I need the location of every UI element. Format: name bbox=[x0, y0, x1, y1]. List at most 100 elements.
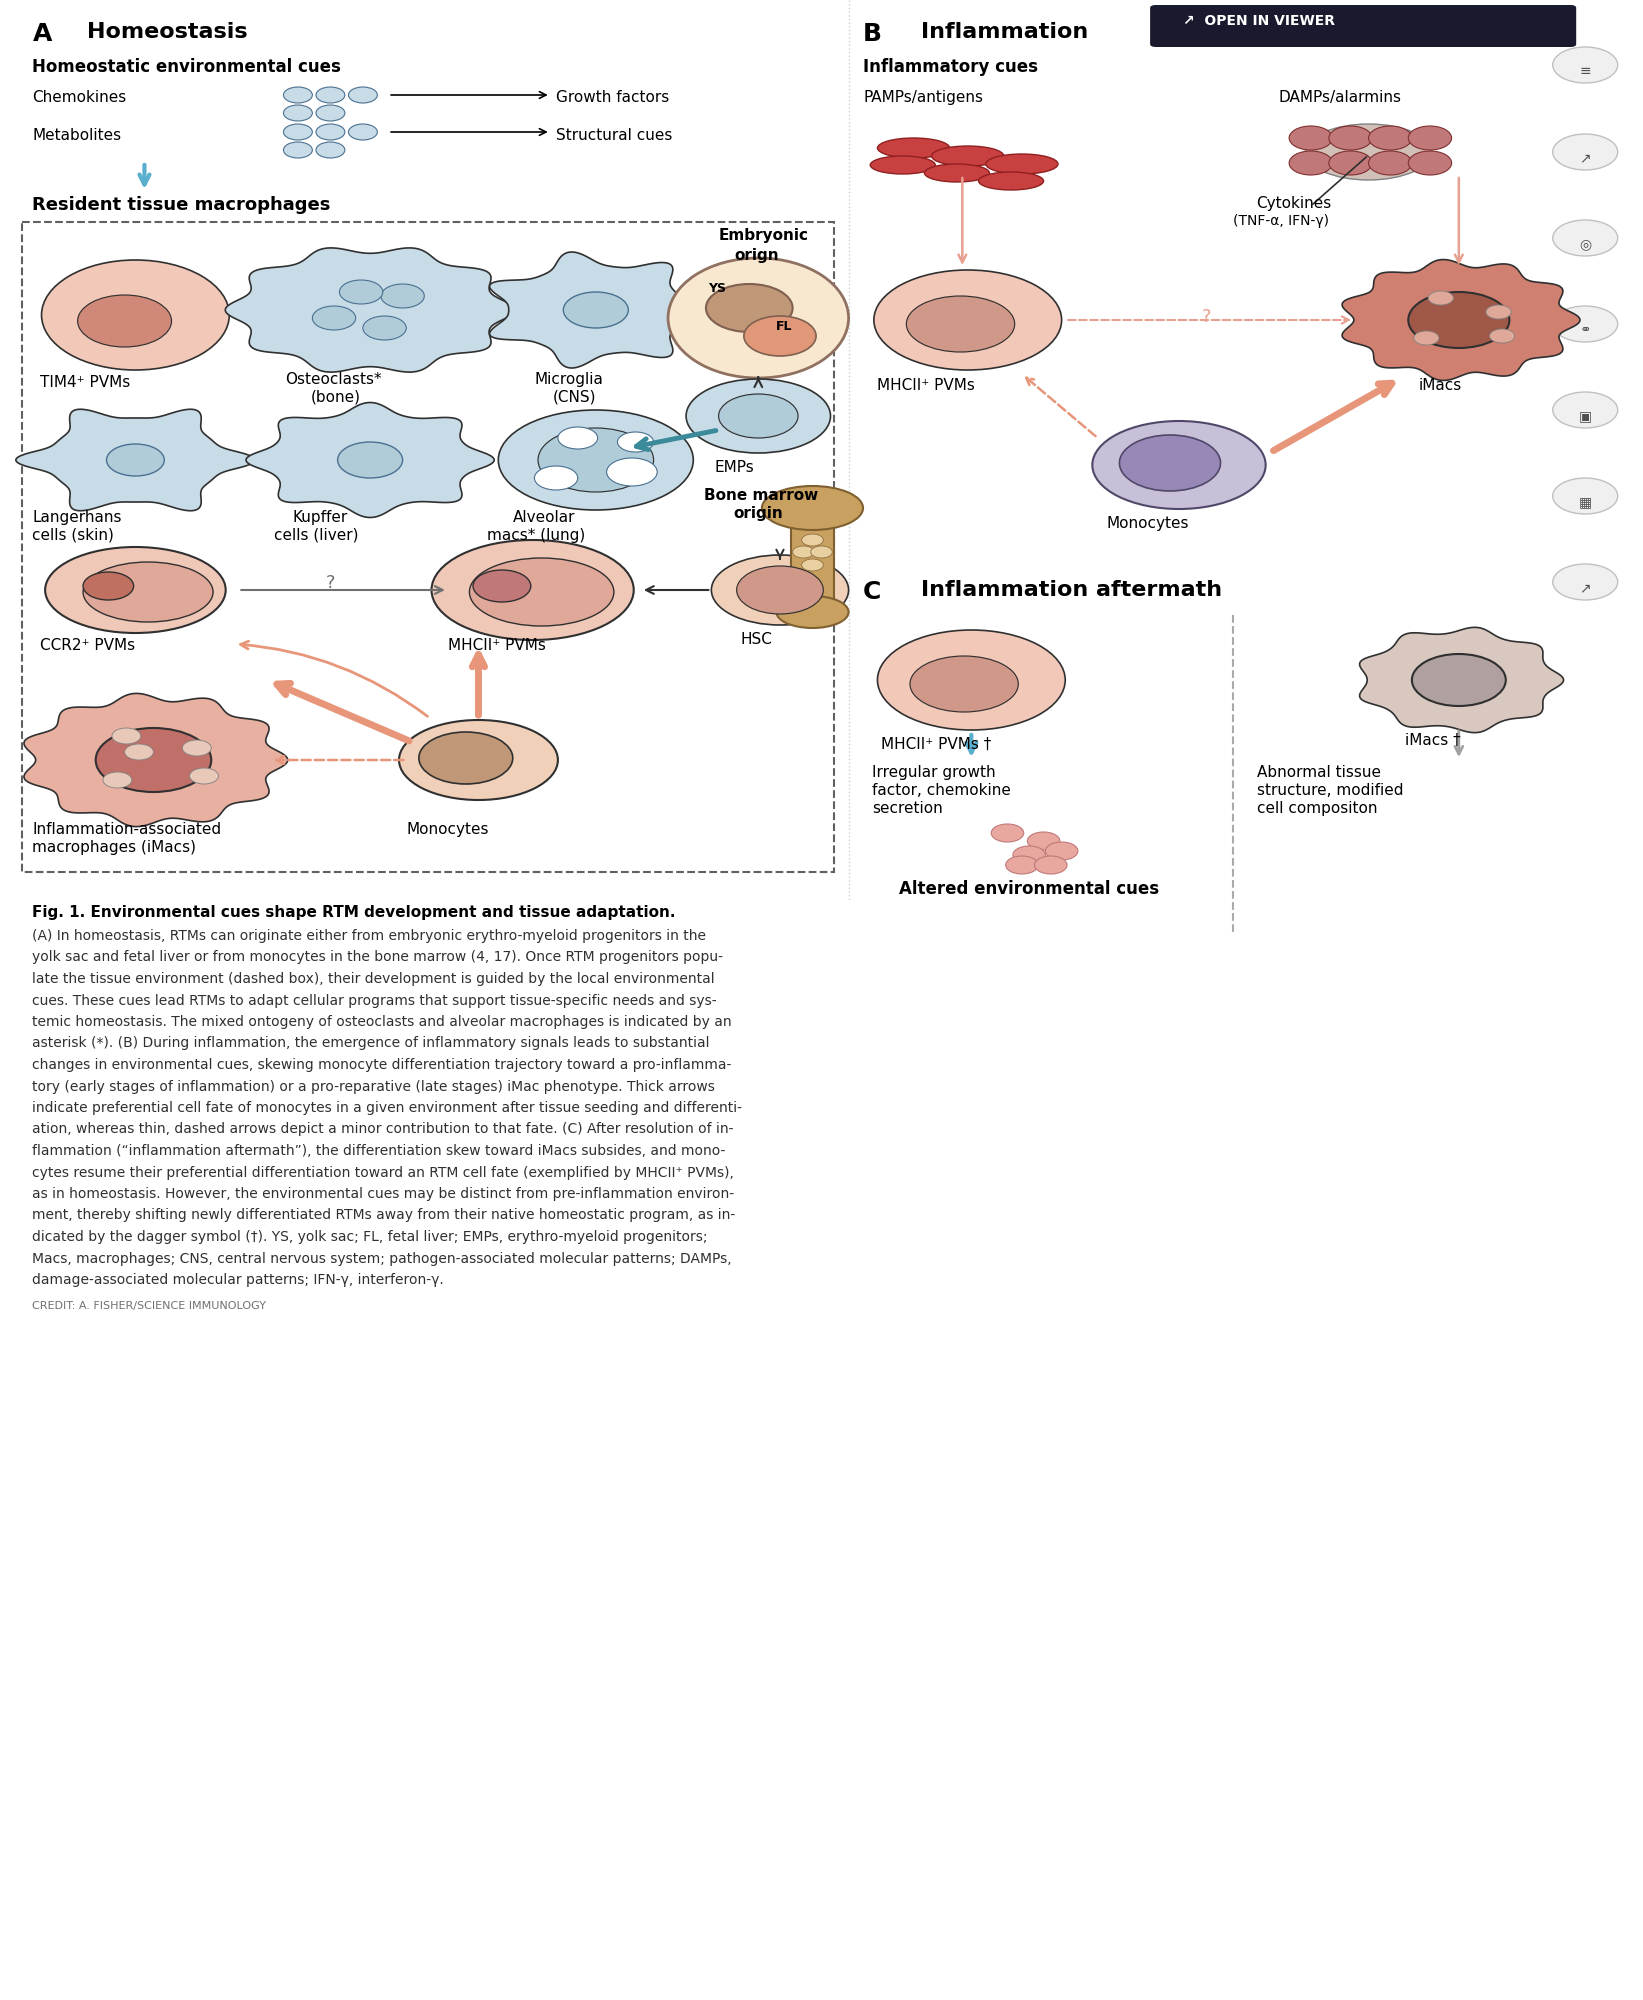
Circle shape bbox=[1329, 152, 1372, 176]
Circle shape bbox=[348, 124, 378, 140]
Ellipse shape bbox=[762, 486, 863, 530]
Text: late the tissue environment (dashed box), their development is guided by the loc: late the tissue environment (dashed box)… bbox=[33, 972, 715, 986]
Ellipse shape bbox=[706, 284, 792, 332]
Text: Embryonic: Embryonic bbox=[718, 228, 808, 242]
Circle shape bbox=[1045, 842, 1078, 860]
Ellipse shape bbox=[1093, 422, 1265, 508]
Text: yolk sac and fetal liver or from monocytes in the bone marrow (4, 17). Once RTM : yolk sac and fetal liver or from monocyt… bbox=[33, 950, 723, 964]
Circle shape bbox=[618, 432, 654, 452]
Text: dicated by the dagger symbol (†). YS, yolk sac; FL, fetal liver; EMPs, erythro-m: dicated by the dagger symbol (†). YS, yo… bbox=[33, 1230, 708, 1244]
Circle shape bbox=[312, 306, 355, 330]
Text: Monocytes: Monocytes bbox=[406, 822, 488, 836]
Text: macrophages (iMacs): macrophages (iMacs) bbox=[33, 840, 197, 856]
Text: Fig. 1. Environmental cues shape RTM development and tissue adaptation.: Fig. 1. Environmental cues shape RTM dev… bbox=[33, 904, 675, 920]
Ellipse shape bbox=[1306, 124, 1431, 180]
Text: ↗: ↗ bbox=[1579, 580, 1590, 596]
Circle shape bbox=[112, 728, 141, 744]
Text: CCR2⁺ PVMs: CCR2⁺ PVMs bbox=[39, 638, 135, 652]
Ellipse shape bbox=[718, 394, 798, 438]
Text: Metabolites: Metabolites bbox=[33, 128, 122, 144]
Ellipse shape bbox=[432, 540, 634, 640]
Polygon shape bbox=[490, 252, 713, 368]
Text: orign: orign bbox=[734, 248, 779, 262]
Ellipse shape bbox=[874, 270, 1061, 370]
Text: Homeostasis: Homeostasis bbox=[87, 22, 248, 42]
Text: Growth factors: Growth factors bbox=[555, 90, 669, 104]
Circle shape bbox=[104, 772, 131, 788]
Circle shape bbox=[1553, 220, 1618, 256]
Circle shape bbox=[284, 86, 312, 102]
Text: cell compositon: cell compositon bbox=[1257, 800, 1377, 816]
Text: ment, thereby shifting newly differentiated RTMs away from their native homeosta: ment, thereby shifting newly differentia… bbox=[33, 1208, 736, 1222]
Circle shape bbox=[340, 280, 383, 304]
Circle shape bbox=[1369, 152, 1411, 176]
Ellipse shape bbox=[399, 720, 559, 800]
Circle shape bbox=[1027, 832, 1060, 850]
Text: Inflammation: Inflammation bbox=[920, 22, 1088, 42]
Text: factor, chemokine: factor, chemokine bbox=[872, 782, 1010, 798]
Ellipse shape bbox=[498, 410, 693, 510]
Text: Kupffer: Kupffer bbox=[292, 510, 348, 524]
Circle shape bbox=[810, 546, 833, 558]
Text: DAMPs/alarmins: DAMPs/alarmins bbox=[1278, 90, 1401, 104]
Text: Chemokines: Chemokines bbox=[33, 90, 127, 104]
Text: cytes resume their preferential differentiation toward an RTM cell fate (exempli: cytes resume their preferential differen… bbox=[33, 1166, 734, 1180]
Ellipse shape bbox=[744, 316, 817, 356]
Text: Homeostatic environmental cues: Homeostatic environmental cues bbox=[33, 58, 342, 76]
Ellipse shape bbox=[537, 428, 654, 492]
Circle shape bbox=[315, 142, 345, 158]
Circle shape bbox=[348, 86, 378, 102]
Text: ?: ? bbox=[325, 574, 335, 592]
Circle shape bbox=[1485, 304, 1512, 318]
Circle shape bbox=[792, 546, 815, 558]
Text: Inflammation-associated: Inflammation-associated bbox=[33, 822, 222, 836]
Circle shape bbox=[1553, 134, 1618, 170]
Polygon shape bbox=[1360, 628, 1564, 732]
Circle shape bbox=[1035, 856, 1066, 874]
Text: structure, modified: structure, modified bbox=[1257, 782, 1403, 798]
Circle shape bbox=[1428, 290, 1454, 304]
Circle shape bbox=[1408, 292, 1510, 348]
Circle shape bbox=[1553, 478, 1618, 514]
Text: Abnormal tissue: Abnormal tissue bbox=[1257, 764, 1380, 780]
Circle shape bbox=[84, 572, 133, 600]
Ellipse shape bbox=[669, 258, 848, 378]
Text: Inflammation aftermath: Inflammation aftermath bbox=[920, 580, 1222, 600]
Text: origin: origin bbox=[733, 506, 782, 520]
Circle shape bbox=[1408, 152, 1452, 176]
Circle shape bbox=[991, 824, 1024, 842]
Text: cells (skin): cells (skin) bbox=[33, 528, 115, 542]
Text: Resident tissue macrophages: Resident tissue macrophages bbox=[33, 196, 330, 214]
Polygon shape bbox=[246, 402, 495, 518]
Text: MHCII⁺ PVMs: MHCII⁺ PVMs bbox=[877, 378, 976, 392]
Text: Altered environmental cues: Altered environmental cues bbox=[899, 880, 1160, 898]
Circle shape bbox=[284, 142, 312, 158]
Text: temic homeostasis. The mixed ontogeny of osteoclasts and alveolar macrophages is: temic homeostasis. The mixed ontogeny of… bbox=[33, 1016, 733, 1028]
Text: Irregular growth: Irregular growth bbox=[872, 764, 996, 780]
Circle shape bbox=[189, 768, 219, 784]
Text: (TNF-α, IFN-γ): (TNF-α, IFN-γ) bbox=[1234, 214, 1329, 228]
Text: ↗: ↗ bbox=[1579, 152, 1590, 166]
Text: indicate preferential cell fate of monocytes in a given environment after tissue: indicate preferential cell fate of monoc… bbox=[33, 1100, 743, 1116]
Circle shape bbox=[1411, 654, 1505, 706]
Text: ?: ? bbox=[1201, 308, 1211, 326]
Ellipse shape bbox=[986, 154, 1058, 174]
Text: ation, whereas thin, dashed arrows depict a minor contribution to that fate. (C): ation, whereas thin, dashed arrows depic… bbox=[33, 1122, 734, 1136]
Ellipse shape bbox=[44, 546, 225, 632]
Circle shape bbox=[125, 744, 153, 760]
Circle shape bbox=[315, 104, 345, 120]
Circle shape bbox=[1408, 126, 1452, 150]
Circle shape bbox=[606, 458, 657, 486]
Text: A: A bbox=[33, 22, 53, 46]
Text: secretion: secretion bbox=[872, 800, 943, 816]
Text: B: B bbox=[863, 22, 882, 46]
Ellipse shape bbox=[777, 596, 848, 628]
Circle shape bbox=[107, 444, 164, 476]
Text: cells (liver): cells (liver) bbox=[274, 528, 358, 542]
Text: ↗  OPEN IN VIEWER: ↗ OPEN IN VIEWER bbox=[1183, 14, 1334, 28]
Ellipse shape bbox=[877, 630, 1065, 730]
Ellipse shape bbox=[907, 296, 1015, 352]
Ellipse shape bbox=[470, 558, 614, 626]
Ellipse shape bbox=[84, 562, 214, 622]
Ellipse shape bbox=[687, 380, 830, 454]
